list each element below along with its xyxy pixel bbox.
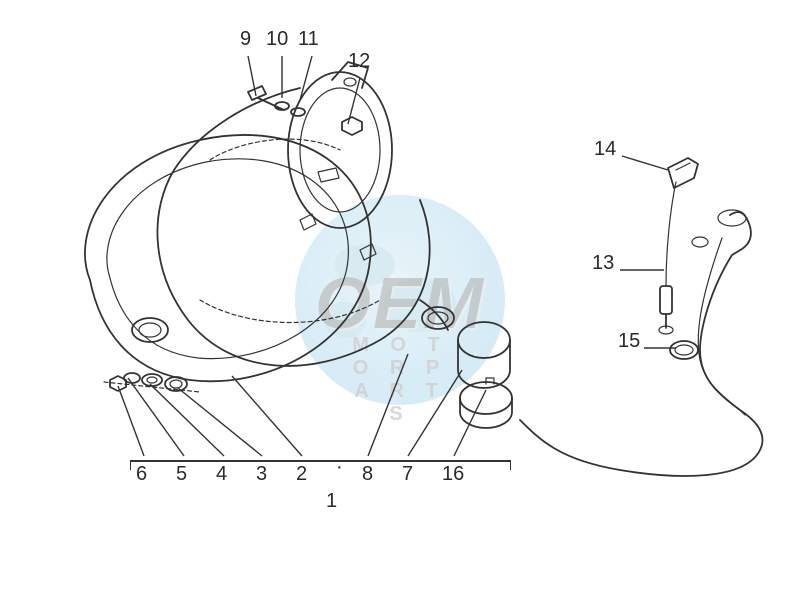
leader-lines [0, 0, 800, 600]
diagram-canvas: OEM M O T O R P A R T S [0, 0, 800, 600]
